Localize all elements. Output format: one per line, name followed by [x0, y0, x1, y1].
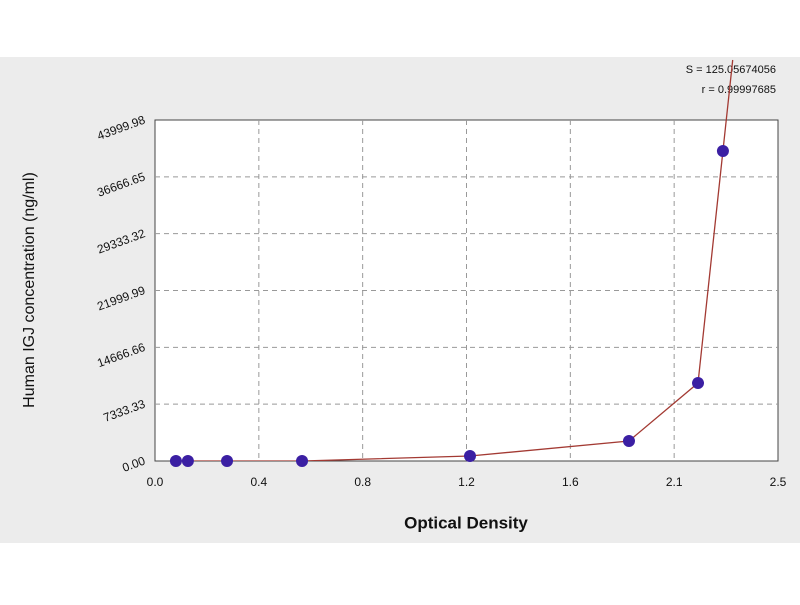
data-point	[622, 435, 635, 448]
x-tick-label: 1.2	[458, 475, 475, 489]
data-point	[169, 455, 182, 467]
x-tick-label: 0.8	[354, 475, 371, 489]
data-point	[692, 377, 705, 390]
x-tick-label: 2.5	[770, 475, 787, 489]
x-tick-label: 2.1	[666, 475, 683, 489]
x-tick-label: 1.6	[562, 475, 579, 489]
data-point	[296, 455, 309, 467]
x-axis-label: Optical Density	[404, 513, 528, 532]
y-axis-label: Human IGJ concentration (ng/ml)	[21, 172, 38, 408]
x-tick-label: 0.0	[147, 475, 164, 489]
annotation: S = 125.05674056	[686, 64, 776, 76]
data-point	[463, 450, 476, 463]
x-tick-label: 0.4	[250, 475, 267, 489]
data-point	[716, 144, 729, 157]
data-point	[221, 455, 234, 467]
annotation: r = 0.99997685	[702, 84, 776, 96]
data-point	[181, 455, 194, 467]
